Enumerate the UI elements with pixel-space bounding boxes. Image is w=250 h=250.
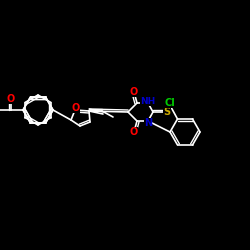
Text: Cl: Cl (164, 98, 175, 108)
Text: S: S (164, 107, 170, 117)
Text: O: O (72, 103, 80, 113)
Text: O: O (130, 127, 138, 137)
Text: NH: NH (140, 96, 156, 106)
Text: N: N (144, 118, 152, 128)
Text: O: O (130, 87, 138, 97)
Text: O: O (7, 94, 15, 104)
